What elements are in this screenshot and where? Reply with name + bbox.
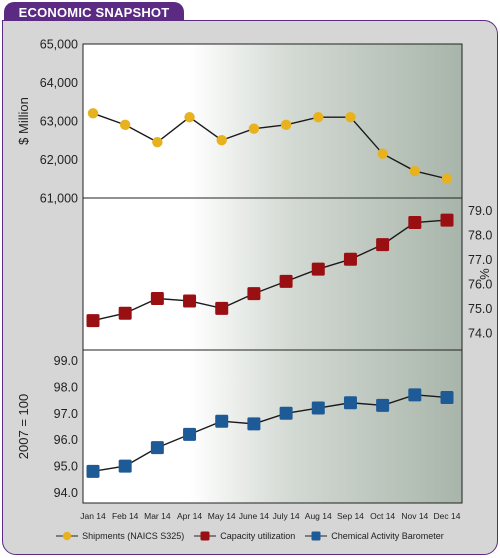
data-point-shipments xyxy=(184,111,195,123)
legend-swatch-capacity xyxy=(194,531,217,541)
data-point-capacity xyxy=(408,216,422,230)
y-tick-label-barometer: 98.0 xyxy=(54,380,78,394)
data-point-capacity xyxy=(150,292,164,306)
x-tick-label: May 14 xyxy=(208,511,236,521)
data-point-barometer xyxy=(183,427,197,441)
data-point-shipments xyxy=(377,148,388,159)
legend: Shipments (NAICS S325) Capacity utilizat… xyxy=(0,522,500,550)
x-tick-label: Aug 14 xyxy=(305,511,332,521)
x-tick-label: Jan 14 xyxy=(80,511,106,521)
x-tick-label: Oct 14 xyxy=(370,511,395,521)
y-tick-label-shipments: 61,000 xyxy=(40,192,78,206)
legend-label-capacity: Capacity utilization xyxy=(220,531,296,541)
legend-swatch-barometer xyxy=(305,531,328,541)
plot-background xyxy=(82,43,463,504)
data-point-barometer xyxy=(440,390,454,404)
data-point-barometer xyxy=(215,414,229,428)
data-point-barometer xyxy=(150,441,164,455)
data-point-barometer xyxy=(343,396,357,410)
data-point-capacity xyxy=(440,213,454,227)
y-tick-label-capacity: 79.0 xyxy=(468,204,492,218)
x-tick-label: Sep 14 xyxy=(337,511,364,521)
y-tick-label-shipments: 65,000 xyxy=(40,38,78,52)
data-point-shipments xyxy=(119,119,131,131)
legend-item-barometer: Chemical Activity Barometer xyxy=(305,531,444,541)
y-tick-label-barometer: 97.0 xyxy=(54,407,78,421)
data-point-capacity xyxy=(311,262,325,276)
data-point-capacity xyxy=(247,287,261,301)
legend-label-shipments: Shipments (NAICS S325) xyxy=(82,531,185,541)
series-line-shipments xyxy=(92,112,448,180)
data-point-shipments xyxy=(409,165,421,177)
data-point-capacity xyxy=(215,301,229,315)
y-tick-label-capacity: 76.0 xyxy=(468,277,492,291)
x-tick-label: Feb 14 xyxy=(112,511,139,521)
y-tick-label-barometer: 96.0 xyxy=(54,433,78,447)
data-point-capacity xyxy=(118,306,132,320)
data-point-barometer xyxy=(118,459,132,473)
data-point-shipments xyxy=(216,135,227,146)
data-point-shipments xyxy=(313,111,324,123)
y-tick-label-shipments: 63,000 xyxy=(40,115,78,129)
y-tick-label-barometer: 94.0 xyxy=(54,486,78,500)
y-tick-label-capacity: 77.0 xyxy=(468,253,492,267)
data-point-barometer xyxy=(311,401,325,415)
y-tick-label-shipments: 62,000 xyxy=(40,153,78,167)
x-tick-label: Dec 14 xyxy=(434,511,461,521)
x-tick-label: Mar 14 xyxy=(144,511,171,521)
legend-label-barometer: Chemical Activity Barometer xyxy=(331,531,444,541)
data-point-barometer xyxy=(86,464,100,478)
y-axis-title-shipments: $ Million xyxy=(16,97,31,145)
data-point-capacity xyxy=(183,294,197,308)
data-point-barometer xyxy=(408,388,422,402)
data-point-barometer xyxy=(376,398,390,412)
data-point-shipments xyxy=(280,119,292,131)
data-point-capacity xyxy=(279,274,293,288)
y-tick-label-capacity: 74.0 xyxy=(468,326,492,340)
data-point-capacity xyxy=(376,238,390,252)
data-point-barometer xyxy=(247,417,261,431)
y-tick-label-barometer: 95.0 xyxy=(54,460,78,474)
section-title: ECONOMIC SNAPSHOT xyxy=(4,2,184,22)
data-point-barometer xyxy=(279,406,293,420)
y-tick-label-capacity: 78.0 xyxy=(468,228,492,242)
x-tick-label: Apr 14 xyxy=(177,511,202,521)
data-point-capacity xyxy=(86,314,100,328)
y-tick-label-shipments: 64,000 xyxy=(40,76,78,90)
y-tick-label-capacity: 75.0 xyxy=(468,302,492,316)
legend-item-shipments: Shipments (NAICS S325) xyxy=(56,531,184,541)
x-tick-label: July 14 xyxy=(273,511,300,521)
data-point-shipments xyxy=(87,108,99,119)
data-point-capacity xyxy=(343,252,357,266)
y-tick-label-barometer: 99.0 xyxy=(54,354,78,368)
data-point-shipments xyxy=(345,111,356,123)
data-point-shipments xyxy=(441,173,453,184)
y-axis-title-capacity: % xyxy=(477,268,492,280)
legend-item-capacity: Capacity utilization xyxy=(194,531,295,541)
x-tick-label: Nov 14 xyxy=(401,511,428,521)
data-point-shipments xyxy=(152,136,163,148)
legend-swatch-shipments xyxy=(56,531,79,541)
y-axis-title-barometer: 2007 = 100 xyxy=(16,394,31,459)
data-point-shipments xyxy=(248,123,260,134)
x-tick-label: June 14 xyxy=(239,511,270,521)
